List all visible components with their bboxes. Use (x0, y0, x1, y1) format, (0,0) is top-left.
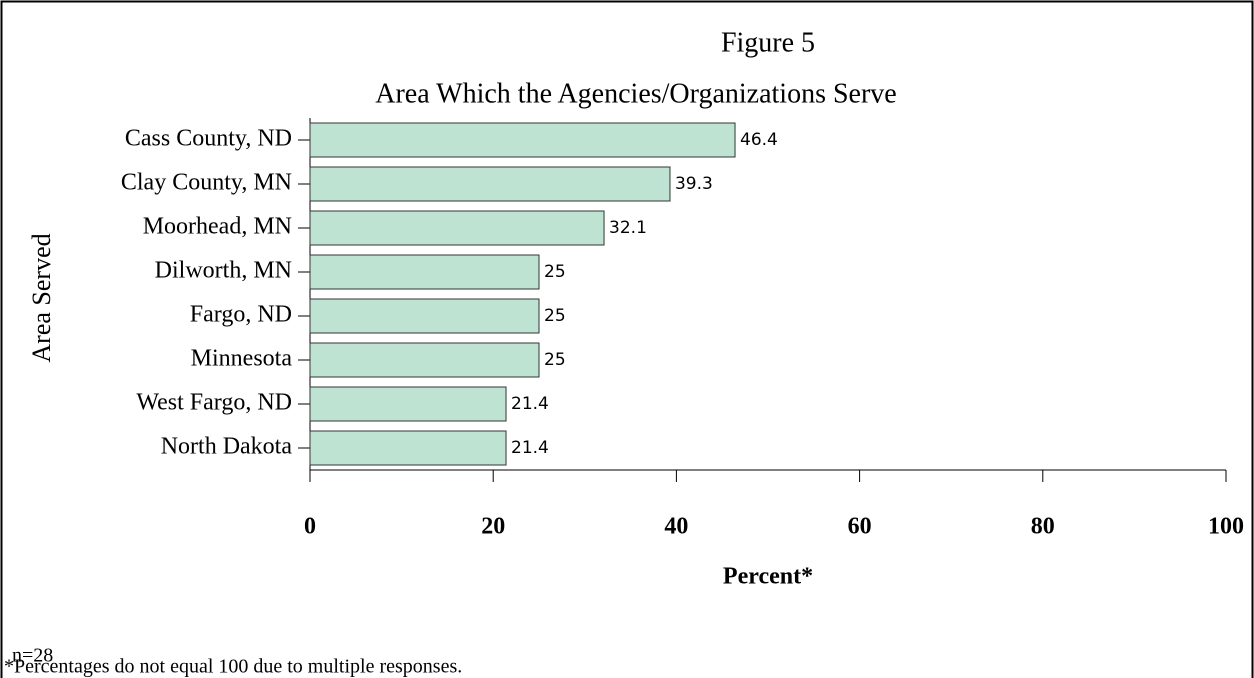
x-tick-label: 40 (664, 514, 688, 540)
bar (309, 210, 605, 246)
y-tick-label: Cass County, ND (125, 126, 292, 152)
y-axis-label: Area Served (27, 233, 56, 362)
x-tick-label: 60 (848, 514, 872, 540)
y-tick-label: Minnesota (191, 346, 293, 372)
y-tick-label: Fargo, ND (190, 302, 292, 328)
data-label: 25 (544, 350, 566, 370)
y-tick-label: Moorhead, MN (143, 214, 292, 240)
bar (309, 166, 671, 202)
bar (309, 342, 540, 378)
footnote: *Percentages do not equal 100 due to mul… (4, 656, 462, 678)
y-tick-label: Clay County, MN (121, 170, 292, 196)
bar (309, 298, 540, 334)
data-label: 21.4 (511, 438, 549, 458)
x-tick-label: 0 (304, 514, 316, 540)
data-label: 21.4 (511, 394, 549, 414)
bar (309, 254, 540, 290)
bar (309, 430, 507, 466)
note: n=28 (12, 645, 53, 667)
y-tick-label: Dilworth, MN (155, 258, 292, 284)
x-axis-label: Percent* (723, 564, 813, 590)
bar (309, 386, 507, 422)
data-label: 39.3 (675, 174, 713, 194)
chart-subtitle: Area Which the Agencies/Organizations Se… (375, 78, 896, 109)
data-label: 25 (544, 306, 566, 326)
x-tick-label: 100 (1208, 514, 1244, 540)
data-label: 25 (544, 262, 566, 282)
data-label: 46.4 (740, 130, 778, 150)
y-tick-label: West Fargo, ND (136, 390, 292, 416)
chart-title: Figure 5 (721, 27, 815, 58)
bar (309, 122, 736, 158)
data-label: 32.1 (609, 218, 647, 238)
x-tick-label: 20 (481, 514, 505, 540)
x-tick-label: 80 (1031, 514, 1055, 540)
y-tick-label: North Dakota (161, 434, 293, 460)
